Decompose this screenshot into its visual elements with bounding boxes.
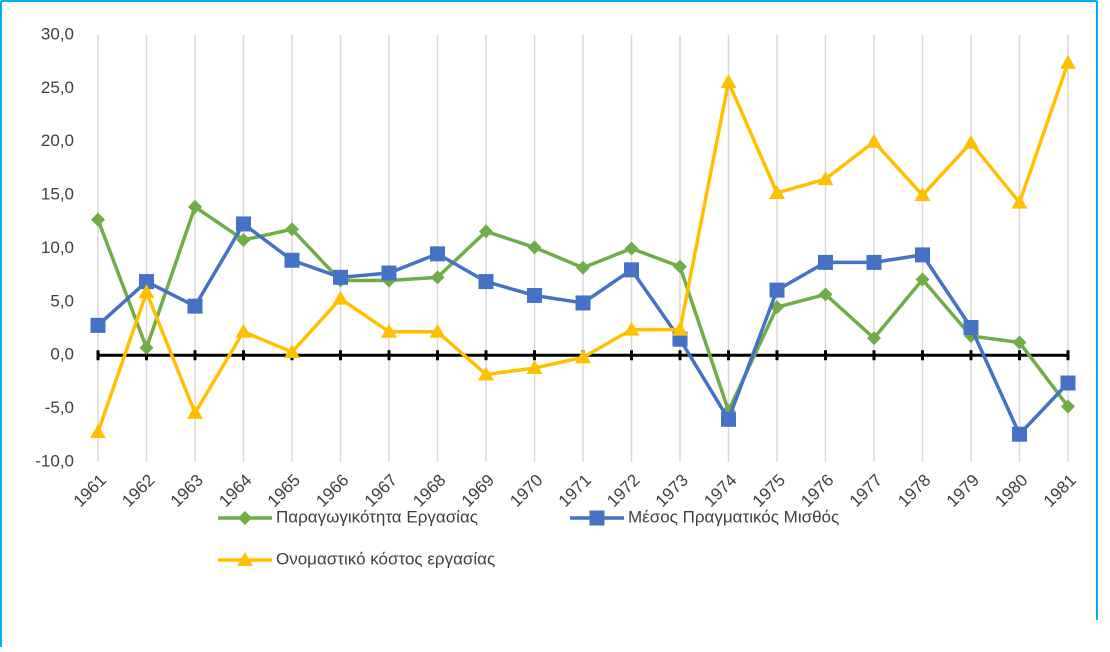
marker: [915, 272, 930, 287]
marker: [1012, 426, 1027, 442]
marker: [915, 247, 930, 263]
y-tick-label: 20,0: [41, 131, 74, 150]
marker: [1060, 375, 1076, 391]
marker: [238, 511, 252, 525]
marker: [1011, 194, 1028, 209]
x-tick-label: 1971: [555, 471, 595, 511]
x-tick-label: 1966: [312, 471, 352, 511]
marker: [721, 411, 736, 427]
y-tick-label: 15,0: [41, 185, 74, 204]
marker: [624, 262, 639, 278]
marker: [139, 340, 154, 355]
x-tick-label: 1973: [652, 471, 692, 511]
marker: [623, 321, 640, 336]
x-tick-label: 1977: [846, 471, 886, 511]
marker: [284, 252, 300, 268]
y-tick-label: 25,0: [41, 78, 74, 97]
marker: [90, 424, 106, 439]
marker: [478, 274, 494, 290]
marker: [589, 510, 605, 526]
marker: [818, 287, 833, 302]
y-tick-label: 0,0: [50, 345, 74, 364]
x-tick-label: 1969: [458, 471, 498, 511]
y-tick-label: 10,0: [41, 238, 74, 257]
marker: [188, 199, 202, 214]
marker: [575, 295, 591, 311]
legend-label: Παραγωγικότητα Εργασίας: [276, 507, 478, 526]
marker: [673, 259, 687, 274]
marker: [235, 323, 252, 338]
marker: [963, 319, 979, 335]
marker: [817, 171, 834, 186]
marker: [91, 212, 105, 227]
x-tick-label: 1981: [1040, 471, 1080, 511]
y-tick-label: 30,0: [41, 24, 74, 43]
marker: [624, 241, 639, 256]
marker: [914, 187, 931, 202]
marker: [430, 246, 445, 262]
x-tick-label: 1961: [70, 471, 110, 511]
y-tick-label: -10,0: [35, 451, 74, 470]
marker: [769, 282, 785, 298]
marker: [236, 216, 251, 232]
x-tick-label: 1974: [700, 471, 740, 511]
legend-label: Ονομαστικό κόστος εργασίας: [276, 549, 495, 568]
marker: [963, 134, 979, 149]
marker: [139, 274, 154, 290]
marker: [478, 366, 494, 381]
marker: [575, 349, 591, 364]
marker: [285, 222, 299, 237]
marker: [381, 265, 397, 281]
marker: [527, 240, 542, 255]
marker: [672, 321, 688, 336]
marker: [576, 260, 590, 275]
legend-label: Μέσος Πραγματικός Μισθός: [628, 507, 839, 526]
marker: [187, 404, 203, 419]
x-tick-label: 1964: [215, 471, 255, 511]
marker: [866, 133, 882, 148]
x-tick-label: 1967: [361, 471, 401, 511]
x-tick-label: 1968: [409, 471, 449, 511]
marker: [236, 232, 251, 247]
marker: [332, 290, 349, 305]
marker: [237, 552, 253, 566]
x-tick-label: 1975: [749, 471, 789, 511]
y-tick-label: -5,0: [45, 398, 74, 417]
marker: [527, 287, 542, 303]
marker: [526, 360, 543, 375]
marker: [1061, 399, 1075, 414]
marker: [769, 184, 785, 199]
x-tick-label: 1965: [264, 471, 304, 511]
marker: [866, 254, 882, 270]
marker: [1060, 54, 1076, 69]
marker: [430, 270, 445, 285]
x-tick-label: 1979: [943, 471, 983, 511]
x-tick-label: 1970: [506, 471, 546, 511]
marker: [429, 323, 446, 338]
x-tick-label: 1962: [118, 471, 158, 511]
marker: [284, 344, 300, 359]
x-tick-label: 1978: [894, 471, 934, 511]
x-tick-label: 1972: [603, 471, 643, 511]
marker: [187, 298, 203, 314]
marker: [138, 284, 155, 299]
marker: [333, 269, 348, 285]
y-tick-label: 5,0: [50, 291, 74, 310]
x-tick-label: 1980: [991, 471, 1031, 511]
marker: [867, 331, 881, 346]
marker: [720, 73, 737, 88]
marker: [479, 224, 493, 239]
marker: [1012, 335, 1027, 350]
x-tick-label: 1976: [797, 471, 837, 511]
marker: [818, 254, 833, 270]
x-tick-label: 1963: [167, 471, 207, 511]
marker: [381, 323, 397, 338]
marker: [90, 317, 106, 333]
